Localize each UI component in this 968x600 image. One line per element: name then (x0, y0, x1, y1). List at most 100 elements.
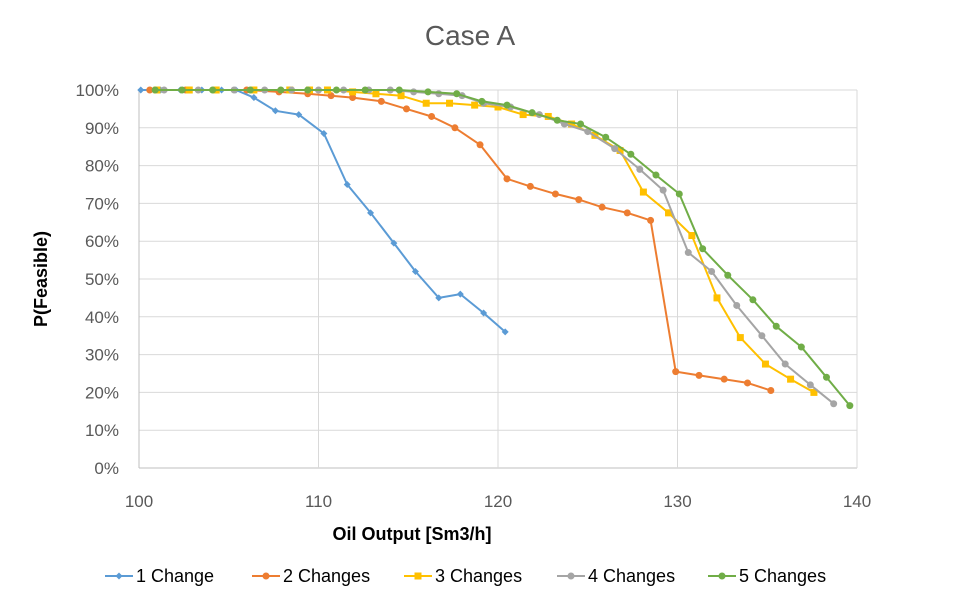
data-point (720, 375, 728, 383)
data-point (367, 209, 375, 217)
data-point (672, 368, 680, 376)
y-axis-ticks: 0% 10% 20% 30% 40% 50% 60% 70% 80% 90% 100% (76, 81, 119, 478)
data-point (724, 271, 732, 279)
x-tick-label: 110 (305, 492, 332, 511)
y-tick-label: 60% (85, 232, 119, 251)
y-tick-label: 20% (85, 383, 119, 402)
legend: 1 Change 2 Changes 3 Changes 4 Changes 5 Cha… (105, 566, 826, 586)
data-point (494, 103, 502, 111)
chart-title: Case A (425, 20, 516, 51)
y-tick-label: 50% (85, 270, 119, 289)
x-tick-label: 140 (843, 492, 871, 511)
data-point (503, 101, 511, 109)
x-tick-label: 130 (663, 492, 691, 511)
data-point (372, 90, 380, 98)
data-point (476, 141, 484, 149)
data-point (623, 209, 631, 217)
data-point (553, 116, 561, 124)
data-point (526, 182, 534, 190)
data-point (627, 150, 635, 158)
data-point (451, 124, 459, 132)
data-point (428, 112, 436, 120)
data-point (424, 88, 432, 96)
legend-marker (115, 572, 123, 580)
data-point (377, 97, 385, 105)
data-point (665, 209, 673, 217)
data-point (435, 90, 443, 98)
data-point (575, 196, 583, 204)
data-point (402, 105, 410, 113)
data-point (390, 239, 398, 247)
data-point (446, 99, 454, 107)
y-tick-label: 30% (85, 346, 119, 365)
data-point (736, 334, 744, 342)
legend-marker (567, 572, 575, 580)
data-point (151, 86, 159, 94)
gridlines (138, 89, 858, 469)
data-point (767, 387, 775, 395)
data-point (806, 381, 814, 389)
data-point (471, 101, 479, 109)
data-point (602, 133, 610, 141)
data-point (713, 294, 721, 302)
data-point (761, 360, 769, 368)
data-point (320, 129, 328, 137)
x-axis-title: Oil Output [Sm3/h] (333, 524, 492, 544)
y-tick-label: 70% (85, 194, 119, 213)
data-point (551, 190, 559, 198)
y-tick-label: 10% (85, 421, 119, 440)
data-point (708, 267, 716, 275)
y-tick-label: 0% (94, 459, 119, 478)
data-point (277, 86, 285, 94)
legend-label: 4 Changes (588, 566, 675, 586)
data-point (295, 111, 303, 119)
data-point (271, 107, 279, 115)
y-tick-label: 40% (85, 308, 119, 327)
legend-item: 4 Changes (557, 566, 675, 586)
legend-marker (718, 572, 726, 580)
data-point (397, 92, 405, 100)
data-point (695, 371, 703, 379)
data-point (209, 86, 217, 94)
data-point (781, 360, 789, 368)
data-point (528, 109, 536, 117)
data-point (647, 216, 655, 224)
data-point (246, 86, 254, 94)
y-tick-label: 90% (85, 119, 119, 138)
data-point (519, 111, 527, 119)
y-tick-label: 80% (85, 157, 119, 176)
data-point (343, 181, 351, 188)
data-point (349, 88, 357, 96)
data-point (797, 343, 805, 351)
data-point (568, 120, 576, 128)
data-point (688, 232, 696, 240)
data-point (544, 112, 552, 120)
data-point (453, 90, 461, 98)
data-point (749, 296, 757, 304)
y-axis-title: P(Feasible) (31, 231, 51, 327)
data-point (250, 94, 258, 102)
data-point (598, 203, 606, 211)
legend-label: 5 Changes (739, 566, 826, 586)
legend-item: 3 Changes (404, 566, 522, 586)
x-tick-label: 120 (484, 492, 512, 511)
data-point (304, 86, 312, 94)
data-point (639, 188, 647, 196)
data-point (422, 99, 430, 107)
data-point (616, 146, 624, 154)
y-tick-label: 100% (76, 81, 119, 100)
data-point (744, 379, 752, 387)
legend-item: 5 Changes (708, 566, 826, 586)
data-point (758, 332, 766, 340)
data-point (480, 309, 488, 317)
legend-label: 2 Changes (283, 566, 370, 586)
data-point (332, 86, 340, 94)
data-point (503, 175, 511, 183)
data-point (846, 402, 854, 410)
data-point (652, 171, 660, 179)
data-point (659, 186, 667, 194)
data-point (611, 145, 619, 153)
data-point (733, 301, 741, 309)
legend-label: 3 Changes (435, 566, 522, 586)
